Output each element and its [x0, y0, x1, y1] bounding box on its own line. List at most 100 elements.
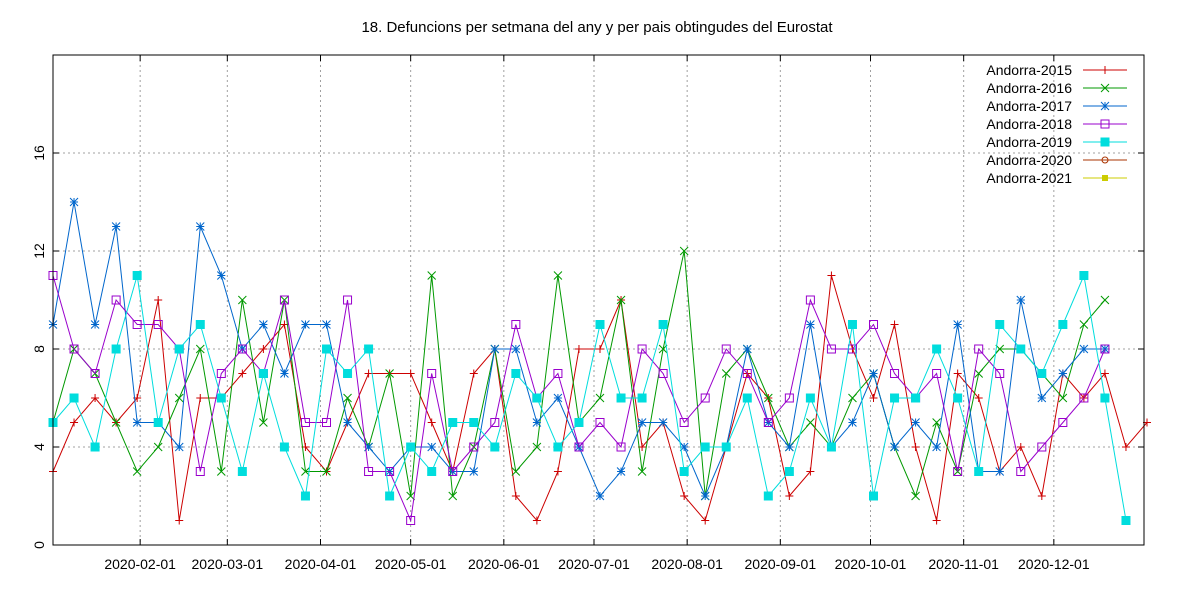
data-point — [890, 320, 899, 329]
data-point — [195, 222, 205, 231]
data-point — [932, 418, 941, 427]
data-point — [890, 393, 900, 403]
data-point — [848, 418, 857, 427]
data-point — [406, 369, 415, 378]
data-point — [974, 467, 984, 476]
data-point — [953, 320, 963, 329]
data-point — [301, 320, 310, 329]
data-point — [1101, 66, 1109, 74]
data-point — [1079, 393, 1089, 403]
data-point — [90, 320, 100, 329]
data-point — [595, 320, 605, 329]
data-point — [216, 271, 226, 280]
data-point — [763, 393, 773, 403]
data-point — [1100, 344, 1110, 354]
data-point — [995, 467, 1005, 476]
data-point — [174, 393, 184, 403]
data-point — [111, 222, 121, 231]
data-point — [237, 467, 247, 476]
data-point — [511, 344, 521, 354]
legend-label: Andorra-2021 — [986, 170, 1072, 186]
x-tick-label: 2020-07-01 — [558, 556, 630, 572]
data-point — [448, 418, 458, 427]
data-point — [406, 516, 416, 525]
data-point — [721, 442, 731, 452]
data-point — [258, 369, 268, 378]
series-andorra-2016 — [48, 246, 1110, 501]
data-point — [259, 345, 268, 353]
data-point — [784, 442, 794, 452]
data-point — [237, 344, 247, 354]
legend-label: Andorra-2017 — [986, 98, 1072, 114]
data-point — [1037, 492, 1046, 500]
data-point — [195, 467, 205, 476]
legend-item: Andorra-2019 — [986, 134, 1127, 150]
data-point — [826, 344, 836, 354]
legend-item: Andorra-2017 — [986, 98, 1127, 114]
data-point — [680, 492, 689, 500]
data-point — [216, 467, 226, 476]
data-point — [932, 442, 941, 452]
data-point — [805, 393, 815, 403]
data-point — [911, 491, 920, 501]
series-line — [52, 273, 1127, 521]
data-point — [679, 467, 689, 476]
data-point — [469, 369, 478, 378]
data-point — [806, 418, 815, 427]
data-point — [490, 344, 500, 354]
data-point — [1100, 119, 1110, 129]
data-point — [869, 369, 878, 378]
data-point — [742, 344, 752, 354]
data-point — [1058, 418, 1068, 427]
data-point — [595, 418, 605, 427]
legend-item: Andorra-2018 — [986, 116, 1127, 132]
data-point — [1121, 516, 1131, 525]
data-point — [869, 394, 878, 402]
data-point — [869, 491, 879, 501]
data-point — [553, 467, 562, 476]
data-point — [195, 320, 205, 329]
data-point — [1037, 393, 1047, 403]
data-point — [427, 418, 436, 427]
data-point — [469, 442, 479, 452]
y-tick-label: 12 — [31, 243, 47, 259]
chart-title: 18. Defuncions per setmana del any y per… — [361, 19, 833, 36]
data-point — [1101, 156, 1109, 164]
data-point — [343, 295, 353, 305]
data-point — [216, 393, 226, 403]
data-point — [427, 442, 437, 452]
data-point — [679, 418, 689, 427]
data-point — [511, 492, 520, 500]
data-point — [322, 320, 331, 329]
data-point — [995, 369, 1005, 378]
data-point — [385, 369, 394, 378]
data-point — [721, 344, 731, 354]
data-point — [1037, 369, 1047, 378]
data-point — [784, 467, 794, 476]
data-point — [153, 320, 163, 329]
data-point — [448, 491, 458, 501]
data-point — [1016, 443, 1025, 451]
data-point — [90, 369, 100, 378]
data-point — [658, 418, 668, 427]
data-point — [553, 393, 563, 403]
data-point — [616, 295, 626, 305]
data-point — [1121, 443, 1130, 451]
data-point — [490, 418, 500, 427]
data-point — [322, 467, 331, 476]
data-point — [300, 491, 310, 501]
data-point — [574, 345, 583, 353]
data-point — [974, 394, 983, 402]
data-point — [1058, 369, 1068, 378]
data-point — [616, 442, 626, 452]
data-point — [806, 467, 815, 476]
data-point — [154, 296, 163, 304]
data-point — [763, 418, 773, 427]
legend-label: Andorra-2019 — [986, 134, 1072, 150]
data-point — [805, 295, 815, 305]
data-point — [216, 369, 226, 378]
data-point — [1016, 344, 1026, 354]
data-point — [932, 516, 941, 525]
x-tick-label: 2020-02-01 — [104, 556, 176, 572]
legend-label: Andorra-2016 — [986, 80, 1072, 96]
